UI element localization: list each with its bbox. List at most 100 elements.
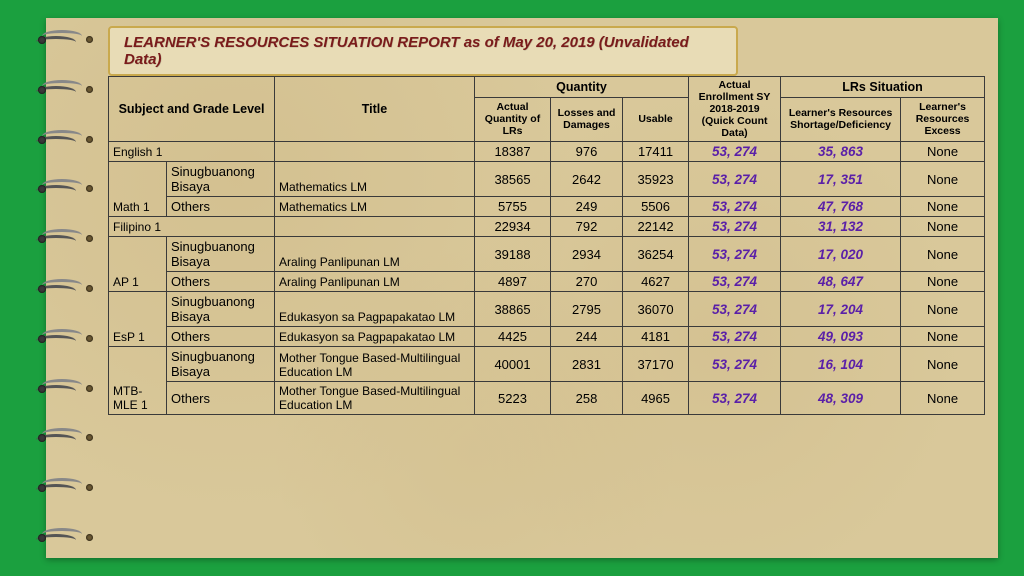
cell-title: Mathematics LM [275,162,475,197]
th-actual-qty: Actual Quantity of LRs [475,97,551,141]
cell-actual-qty: 18387 [475,142,551,162]
cell-losses: 270 [551,272,623,292]
th-title: Title [275,77,475,142]
cell-actual-qty: 4425 [475,327,551,347]
th-enrollment: Actual Enrollment SY 2018-2019 (Quick Co… [689,77,781,142]
cell-enrollment: 53, 274 [689,382,781,415]
cell-subject: EsP 1 [109,292,167,347]
table-row: AP 1Sinugbuanong BisayaAraling Panlipuna… [109,237,985,272]
cell-shortage: 17, 020 [781,237,901,272]
report-title-banner: LEARNER'S RESOURCES SITUATION REPORT as … [108,26,738,76]
cell-usable: 4627 [623,272,689,292]
th-shortage: Learner's Resources Shortage/Deficiency [781,97,901,141]
table-row: MTB-MLE 1Sinugbuanong BisayaMother Tongu… [109,347,985,382]
cell-enrollment: 53, 274 [689,142,781,162]
cell-title [275,217,475,237]
cell-actual-qty: 22934 [475,217,551,237]
cell-language: Others [167,382,275,415]
cell-actual-qty: 38565 [475,162,551,197]
cell-language: Sinugbuanong Bisaya [167,292,275,327]
cell-usable: 36254 [623,237,689,272]
cell-usable: 37170 [623,347,689,382]
cell-usable: 4965 [623,382,689,415]
report-tbody: English 1183879761741153, 27435, 863None… [109,142,985,415]
cell-excess: None [901,217,985,237]
cell-enrollment: 53, 274 [689,327,781,347]
th-subject: Subject and Grade Level [109,77,275,142]
cell-language: Sinugbuanong Bisaya [167,162,275,197]
cell-excess: None [901,292,985,327]
cell-enrollment: 53, 274 [689,162,781,197]
cell-actual-qty: 38865 [475,292,551,327]
cell-title: Edukasyon sa Pagpapakatao LM [275,292,475,327]
cell-enrollment: 53, 274 [689,237,781,272]
cell-enrollment: 53, 274 [689,217,781,237]
cell-title: Araling Panlipunan LM [275,237,475,272]
cell-shortage: 16, 104 [781,347,901,382]
cell-enrollment: 53, 274 [689,197,781,217]
cell-subject: English 1 [109,142,275,162]
th-losses: Losses and Damages [551,97,623,141]
cell-usable: 22142 [623,217,689,237]
cell-shortage: 17, 351 [781,162,901,197]
cell-shortage: 35, 863 [781,142,901,162]
cell-title: Mathematics LM [275,197,475,217]
cell-excess: None [901,197,985,217]
cell-losses: 244 [551,327,623,347]
cell-subject: AP 1 [109,237,167,292]
cell-actual-qty: 5755 [475,197,551,217]
cell-subject: Filipino 1 [109,217,275,237]
cell-language: Others [167,327,275,347]
cell-shortage: 17, 204 [781,292,901,327]
cell-language: Others [167,272,275,292]
cell-title: Araling Panlipunan LM [275,272,475,292]
paper-sheet: LEARNER'S RESOURCES SITUATION REPORT as … [46,18,998,558]
cell-actual-qty: 5223 [475,382,551,415]
table-row: OthersMother Tongue Based-Multilingual E… [109,382,985,415]
cell-losses: 976 [551,142,623,162]
cell-actual-qty: 40001 [475,347,551,382]
cell-losses: 2642 [551,162,623,197]
cell-title: Mother Tongue Based-Multilingual Educati… [275,347,475,382]
cell-shortage: 49, 093 [781,327,901,347]
cell-losses: 2795 [551,292,623,327]
cell-shortage: 47, 768 [781,197,901,217]
th-usable: Usable [623,97,689,141]
cell-usable: 5506 [623,197,689,217]
th-situation: LRs Situation [781,77,985,98]
table-row: OthersMathematics LM5755249550653, 27447… [109,197,985,217]
cell-enrollment: 53, 274 [689,272,781,292]
cell-excess: None [901,237,985,272]
cell-title: Edukasyon sa Pagpapakatao LM [275,327,475,347]
cell-excess: None [901,327,985,347]
cell-shortage: 31, 132 [781,217,901,237]
cell-excess: None [901,382,985,415]
table-row: Filipino 1229347922214253, 27431, 132Non… [109,217,985,237]
cell-actual-qty: 4897 [475,272,551,292]
cell-shortage: 48, 309 [781,382,901,415]
cell-title [275,142,475,162]
th-excess: Learner's Resources Excess [901,97,985,141]
cell-excess: None [901,272,985,292]
cell-language: Others [167,197,275,217]
table-row: English 1183879761741153, 27435, 863None [109,142,985,162]
cell-actual-qty: 39188 [475,237,551,272]
report-table-container: Subject and Grade Level Title Quantity A… [108,76,984,415]
cell-losses: 249 [551,197,623,217]
table-row: OthersEdukasyon sa Pagpapakatao LM442524… [109,327,985,347]
cell-usable: 4181 [623,327,689,347]
cell-subject: Math 1 [109,162,167,217]
cell-enrollment: 53, 274 [689,292,781,327]
table-row: OthersAraling Panlipunan LM4897270462753… [109,272,985,292]
table-row: Math 1Sinugbuanong BisayaMathematics LM3… [109,162,985,197]
cell-losses: 258 [551,382,623,415]
cell-shortage: 48, 647 [781,272,901,292]
cell-title: Mother Tongue Based-Multilingual Educati… [275,382,475,415]
cell-language: Sinugbuanong Bisaya [167,347,275,382]
cell-usable: 36070 [623,292,689,327]
table-row: EsP 1Sinugbuanong BisayaEdukasyon sa Pag… [109,292,985,327]
cell-usable: 17411 [623,142,689,162]
cell-enrollment: 53, 274 [689,347,781,382]
cell-losses: 2934 [551,237,623,272]
cell-excess: None [901,162,985,197]
